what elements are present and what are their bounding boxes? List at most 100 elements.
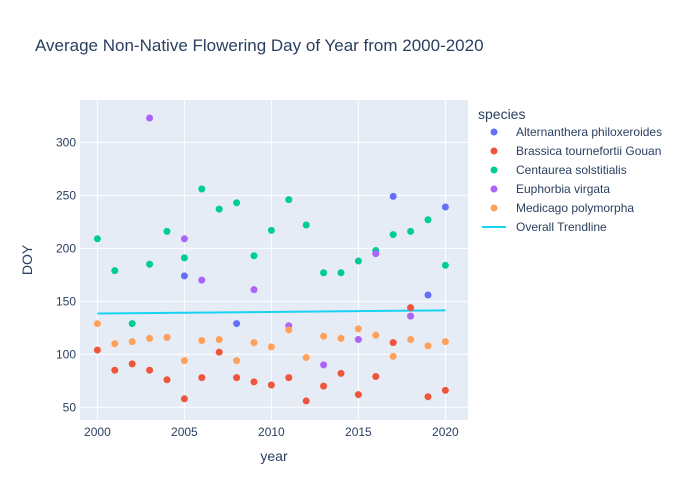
x-axis-ticks: 2000 2005 2010 2015 2020 (84, 425, 459, 439)
data-point-series-2[interactable] (407, 227, 415, 235)
trendline (97, 309, 446, 315)
data-point-series-2[interactable] (215, 205, 223, 213)
data-point-series-3[interactable] (250, 286, 258, 294)
data-point-series-1[interactable] (424, 393, 432, 401)
legend-label[interactable]: Euphorbia virgata (516, 182, 610, 196)
data-point-series-3[interactable] (320, 361, 328, 369)
legend-label[interactable]: Centaurea solstitialis (516, 163, 627, 177)
data-point-series-1[interactable] (441, 386, 449, 394)
legend-marker[interactable] (490, 185, 498, 193)
data-point-series-4[interactable] (93, 320, 101, 328)
legend[interactable]: species Alternanthera philoxeroides Brass… (478, 106, 662, 234)
data-point-series-2[interactable] (285, 196, 293, 204)
data-point-series-1[interactable] (180, 395, 188, 403)
data-point-series-1[interactable] (215, 348, 223, 356)
data-point-series-2[interactable] (320, 269, 328, 277)
data-point-series-3[interactable] (180, 235, 188, 243)
data-point-series-2[interactable] (389, 231, 397, 239)
data-point-series-2[interactable] (93, 235, 101, 243)
legend-label[interactable]: Medicago polymorpha (516, 201, 634, 215)
y-tick-label: 300 (56, 135, 76, 149)
data-point-series-4[interactable] (372, 331, 380, 339)
data-point-series-0[interactable] (424, 291, 432, 299)
legend-marker[interactable] (490, 204, 498, 212)
data-point-series-2[interactable] (337, 269, 345, 277)
data-point-series-1[interactable] (93, 346, 101, 354)
data-point-series-1[interactable] (354, 391, 362, 399)
data-point-series-0[interactable] (180, 272, 188, 280)
data-point-series-3[interactable] (372, 250, 380, 258)
data-point-series-2[interactable] (163, 227, 171, 235)
data-point-series-1[interactable] (163, 376, 171, 384)
data-point-series-4[interactable] (441, 338, 449, 346)
trendline-layer (97, 309, 446, 315)
data-point-series-4[interactable] (407, 335, 415, 343)
data-point-series-1[interactable] (233, 374, 241, 382)
x-tick-label: 2000 (84, 425, 111, 439)
data-point-series-4[interactable] (198, 337, 206, 345)
data-point-series-1[interactable] (250, 378, 258, 386)
y-tick-label: 250 (56, 188, 76, 202)
data-point-series-0[interactable] (389, 192, 397, 200)
y-tick-label: 100 (56, 347, 76, 361)
data-point-series-2[interactable] (128, 320, 136, 328)
data-point-series-2[interactable] (233, 199, 241, 207)
data-point-series-4[interactable] (337, 334, 345, 342)
data-point-series-2[interactable] (146, 260, 154, 268)
data-point-series-1[interactable] (372, 373, 380, 381)
data-point-series-1[interactable] (389, 339, 397, 347)
legend-items[interactable]: Alternanthera philoxeroides Brassica tour… (482, 125, 662, 234)
data-point-series-4[interactable] (320, 332, 328, 340)
data-point-series-4[interactable] (302, 353, 310, 361)
data-point-series-4[interactable] (233, 357, 241, 365)
legend-label[interactable]: Brassica tournefortii Gouan (516, 144, 661, 158)
data-point-series-1[interactable] (302, 397, 310, 405)
data-point-series-4[interactable] (267, 343, 275, 351)
y-axis-title: DOY (19, 244, 35, 275)
data-point-series-2[interactable] (180, 254, 188, 262)
data-point-series-2[interactable] (250, 252, 258, 260)
legend-label[interactable]: Alternanthera philoxeroides (516, 125, 662, 139)
data-point-series-2[interactable] (424, 216, 432, 224)
data-point-series-4[interactable] (424, 342, 432, 350)
data-point-series-2[interactable] (441, 261, 449, 269)
data-point-series-2[interactable] (198, 185, 206, 193)
data-point-series-1[interactable] (198, 374, 206, 382)
data-point-series-4[interactable] (215, 335, 223, 343)
data-point-series-4[interactable] (163, 333, 171, 341)
data-point-series-4[interactable] (111, 340, 119, 348)
legend-marker[interactable] (490, 166, 498, 174)
data-point-series-0[interactable] (441, 203, 449, 211)
data-point-series-4[interactable] (285, 326, 293, 334)
data-point-series-1[interactable] (146, 366, 154, 374)
data-point-series-4[interactable] (389, 352, 397, 360)
data-point-series-1[interactable] (320, 382, 328, 390)
legend-marker[interactable] (490, 147, 498, 155)
data-point-series-2[interactable] (354, 257, 362, 265)
data-point-series-2[interactable] (267, 226, 275, 234)
data-point-series-2[interactable] (111, 267, 119, 275)
data-point-series-1[interactable] (111, 366, 119, 374)
x-tick-label: 2020 (432, 425, 459, 439)
data-point-series-1[interactable] (128, 360, 136, 368)
data-point-series-3[interactable] (146, 114, 154, 122)
data-point-series-1[interactable] (267, 381, 275, 389)
y-tick-label: 50 (63, 400, 77, 414)
data-point-series-4[interactable] (250, 339, 258, 347)
data-point-series-4[interactable] (354, 325, 362, 333)
data-point-series-3[interactable] (354, 335, 362, 343)
data-point-series-0[interactable] (233, 320, 241, 328)
data-point-series-1[interactable] (285, 374, 293, 382)
legend-label[interactable]: Overall Trendline (516, 220, 607, 234)
data-point-series-3[interactable] (198, 276, 206, 284)
data-point-series-4[interactable] (128, 338, 136, 346)
legend-marker[interactable] (490, 128, 498, 136)
y-tick-label: 150 (56, 294, 76, 308)
data-point-series-1[interactable] (337, 369, 345, 377)
data-point-series-4[interactable] (146, 334, 154, 342)
x-tick-label: 2005 (171, 425, 198, 439)
data-point-series-1[interactable] (407, 304, 415, 312)
data-point-series-3[interactable] (407, 312, 415, 320)
data-point-series-2[interactable] (302, 221, 310, 229)
data-point-series-4[interactable] (180, 357, 188, 365)
